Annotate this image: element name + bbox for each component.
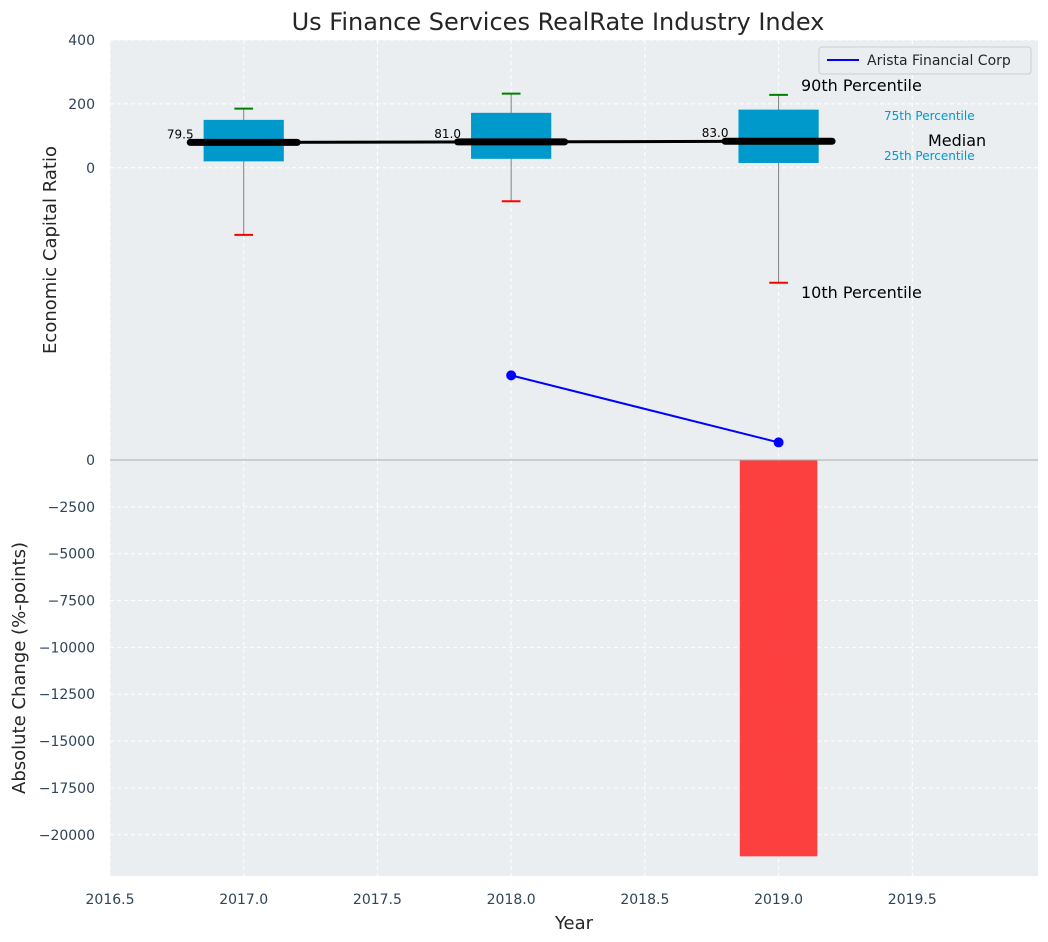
legend[interactable]: Arista Financial Corp: [818, 46, 1032, 75]
company-trend-line: [510, 374, 779, 444]
legend-box: [818, 46, 1032, 75]
median-value-label: 79.5: [167, 127, 194, 141]
y-tick-label-bottom: −17500: [39, 781, 95, 797]
company-point: [773, 437, 784, 448]
bottom-panel: [110, 459, 1038, 857]
chart-title: Us Finance Services RealRate Industry In…: [292, 8, 825, 36]
y-tick-label-bottom: −15000: [39, 734, 95, 750]
plot-background: [110, 40, 1038, 876]
annotation-p10: 10th Percentile: [801, 283, 922, 302]
iqr-box: [738, 109, 819, 163]
company-point: [506, 370, 517, 381]
y-axis-label-bottom: Absolute Change (%-points): [9, 542, 30, 794]
x-tick-label: 2018.5: [620, 892, 669, 908]
y-tick-label-top: 0: [86, 161, 95, 177]
y-tick-label-top: 200: [68, 97, 95, 113]
x-tick-label: 2019.5: [888, 892, 937, 908]
change-bar: [739, 460, 818, 857]
y-tick-label-bottom: −2500: [48, 500, 95, 516]
median-value-label: 83.0: [702, 126, 729, 140]
y-tick-label-bottom: −7500: [48, 594, 95, 610]
legend-label: Arista Financial Corp: [867, 53, 1011, 69]
x-tick-label: 2016.5: [86, 892, 135, 908]
annotation-p75: 75th Percentile: [884, 109, 975, 123]
x-tick-label: 2017.5: [353, 892, 402, 908]
annotation-median: Median: [928, 131, 986, 150]
y-axis-label-top: Economic Capital Ratio: [40, 146, 61, 354]
annotation-p25: 25th Percentile: [884, 149, 975, 163]
y-tick-label-top: 400: [68, 33, 95, 49]
top-panel: 79.5 81.0 83.0: [167, 92, 836, 448]
x-tick-label: 2019.0: [754, 892, 803, 908]
x-axis-label: Year: [554, 913, 594, 934]
y-tick-label-bottom: −12500: [39, 687, 95, 703]
x-tick-label: 2018.0: [487, 892, 536, 908]
axes: 2016.5 2017.0 2017.5 2018.0 2018.5 2019.0 2019…: [39, 33, 937, 908]
x-tick-label: 2017.0: [219, 892, 268, 908]
grid: [109, 39, 1038, 876]
y-tick-label-bottom: −5000: [48, 547, 95, 563]
y-tick-label-bottom: 0: [86, 453, 95, 469]
iqr-box: [471, 112, 552, 159]
median-value-label: 81.0: [434, 127, 461, 141]
y-tick-label-bottom: −20000: [39, 828, 95, 844]
y-tick-label-bottom: −10000: [39, 640, 95, 656]
annotation-p90: 90th Percentile: [801, 76, 922, 95]
